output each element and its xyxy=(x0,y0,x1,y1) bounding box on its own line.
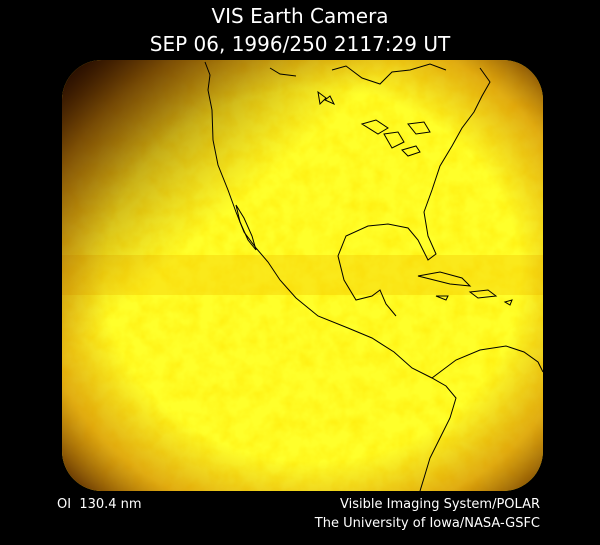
image-timestamp: SEP 06, 1996/250 2117:29 UT xyxy=(150,32,451,56)
corner-falloff xyxy=(62,60,543,491)
coastlines xyxy=(204,61,543,491)
image-title: VIS Earth Camera xyxy=(211,4,388,28)
institution-credit: The University of Iowa/NASA-GSFC xyxy=(314,516,540,531)
camera-frame xyxy=(62,60,543,491)
instrument-credit: Visible Imaging System/POLAR xyxy=(340,497,540,512)
filter-wavelength: OI 130.4 nm xyxy=(57,497,142,512)
